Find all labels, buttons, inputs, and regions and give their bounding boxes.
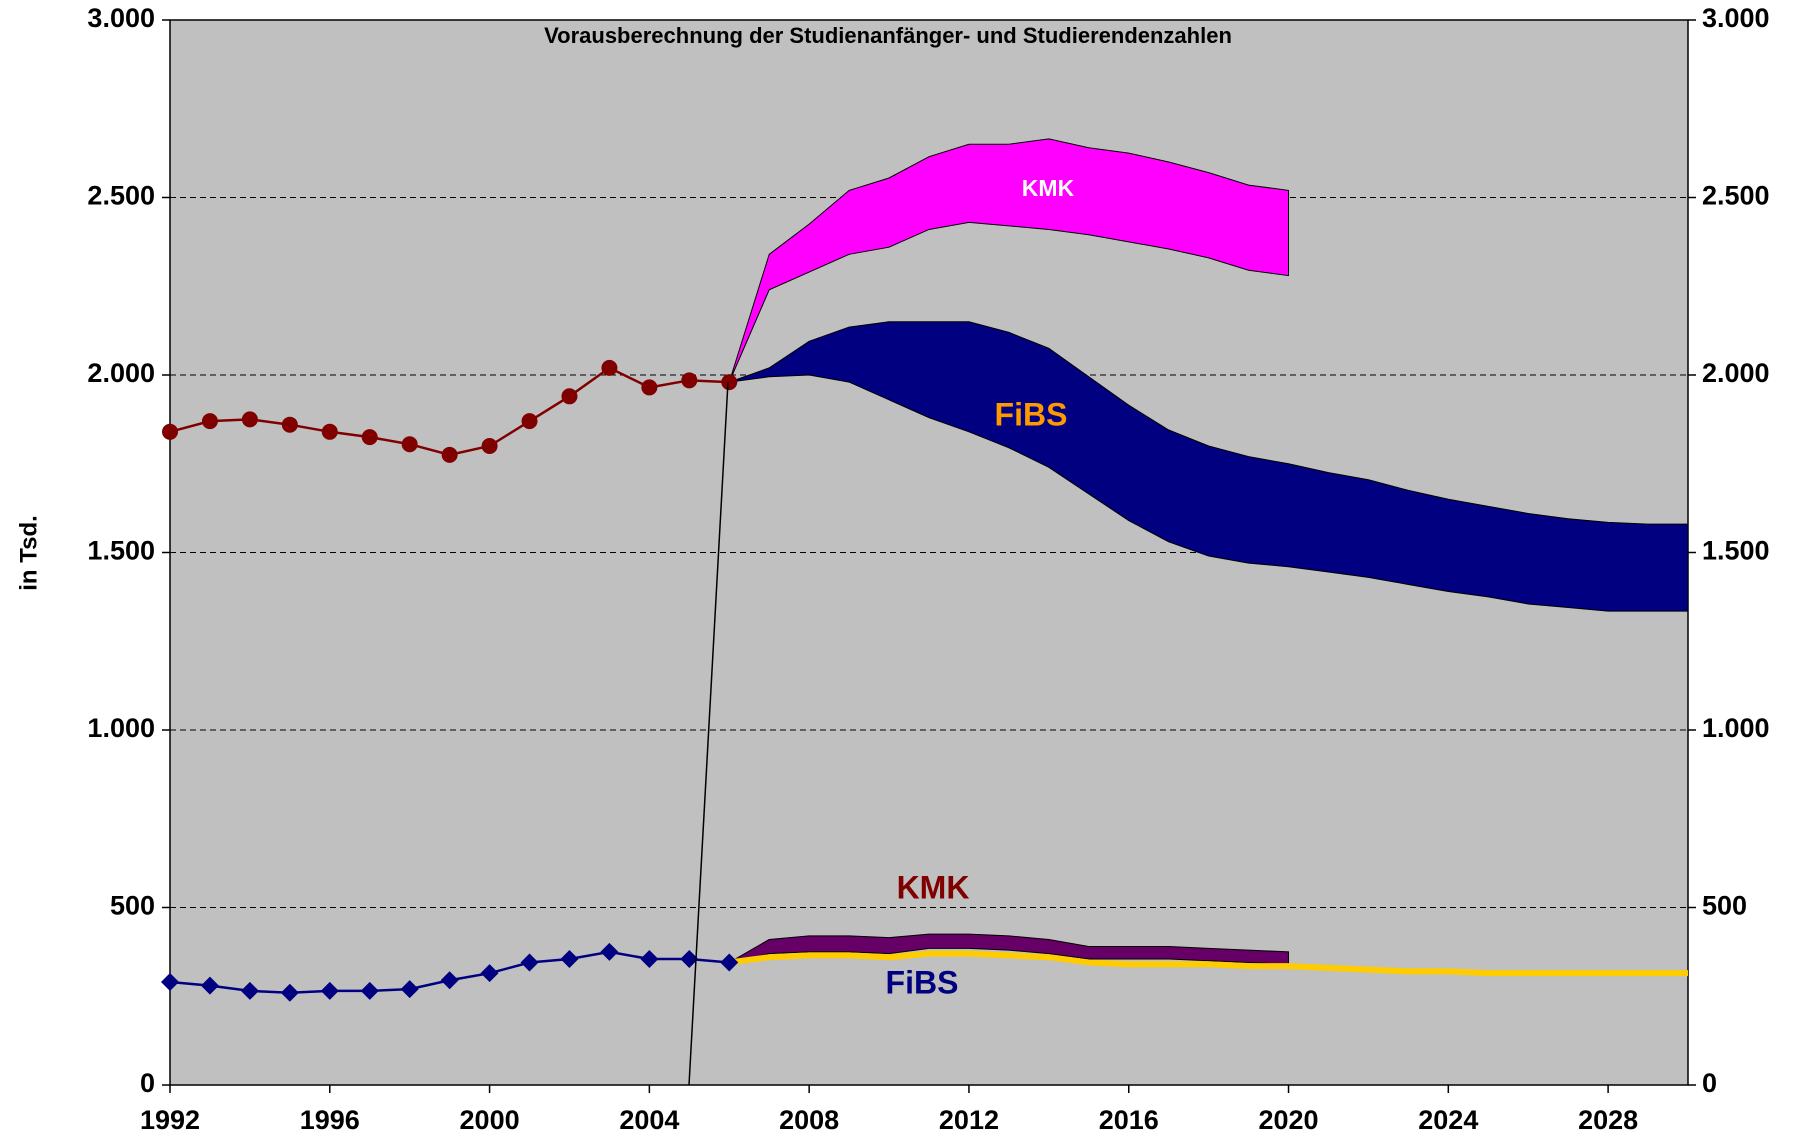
point (641, 379, 658, 396)
y-tick-label: 1.500 (87, 536, 155, 566)
point (440, 971, 459, 990)
x-tick-label: 2004 (619, 1105, 679, 1135)
point (320, 981, 339, 1000)
point (161, 973, 179, 992)
point (560, 949, 579, 968)
band (728, 138, 1290, 383)
line (728, 950, 1688, 977)
point (241, 411, 258, 428)
y-axis-label: in Tsd. (15, 515, 42, 591)
point (481, 438, 498, 454)
x-tick-label: 2028 (1578, 1105, 1638, 1135)
y-tick-label: 1.000 (87, 713, 155, 743)
y-tick-label: 500 (110, 891, 155, 921)
band (729, 933, 1290, 965)
y-tick-label: 3.000 (87, 3, 155, 33)
series-label: FiBS (886, 964, 959, 1000)
point (681, 372, 698, 389)
y2-tick-label: 0 (1702, 1068, 1717, 1098)
series-label: FiBS (995, 396, 1068, 432)
series-label: KMK (1022, 175, 1075, 201)
x-tick-label: 2016 (1099, 1105, 1159, 1135)
point (360, 981, 379, 1000)
point (640, 949, 659, 968)
point (321, 423, 338, 440)
point (200, 976, 219, 995)
y2-tick-label: 3.000 (1702, 3, 1770, 33)
point (680, 949, 699, 968)
connector-line (688, 381, 729, 1086)
series-label: KMK (897, 869, 970, 905)
chart-title: Vorausberechnung der Studienanfänger- un… (544, 23, 1232, 48)
point (721, 374, 738, 391)
x-tick-label: 1996 (300, 1105, 360, 1135)
y2-tick-label: 1.500 (1702, 536, 1770, 566)
point (162, 423, 178, 440)
point (280, 983, 299, 1002)
point (720, 953, 739, 972)
y2-tick-label: 2.500 (1702, 181, 1770, 211)
x-tick-label: 2008 (779, 1105, 839, 1135)
x-tick-label: 2012 (939, 1105, 999, 1135)
y-tick-label: 0 (140, 1068, 155, 1098)
y2-tick-label: 2.000 (1702, 358, 1770, 388)
point (601, 359, 618, 376)
point (441, 446, 458, 463)
point (521, 413, 538, 430)
x-tick-label: 2020 (1258, 1105, 1318, 1135)
x-tick-label: 2000 (460, 1105, 520, 1135)
point (361, 429, 378, 446)
point (240, 981, 259, 1000)
y2-tick-label: 1.000 (1702, 713, 1770, 743)
x-tick-label: 1992 (140, 1105, 200, 1135)
point (400, 980, 419, 999)
x-tick-label: 2024 (1418, 1105, 1478, 1135)
point (561, 388, 578, 405)
y2-tick-label: 500 (1702, 891, 1747, 921)
point (600, 942, 619, 961)
point (281, 416, 298, 433)
marks (161, 138, 1689, 1002)
point (480, 964, 499, 983)
y-tick-label: 2.000 (87, 358, 155, 388)
point (520, 953, 539, 972)
point (201, 413, 218, 430)
point (401, 436, 418, 453)
band (729, 321, 1689, 612)
y-tick-label: 2.500 (87, 181, 155, 211)
